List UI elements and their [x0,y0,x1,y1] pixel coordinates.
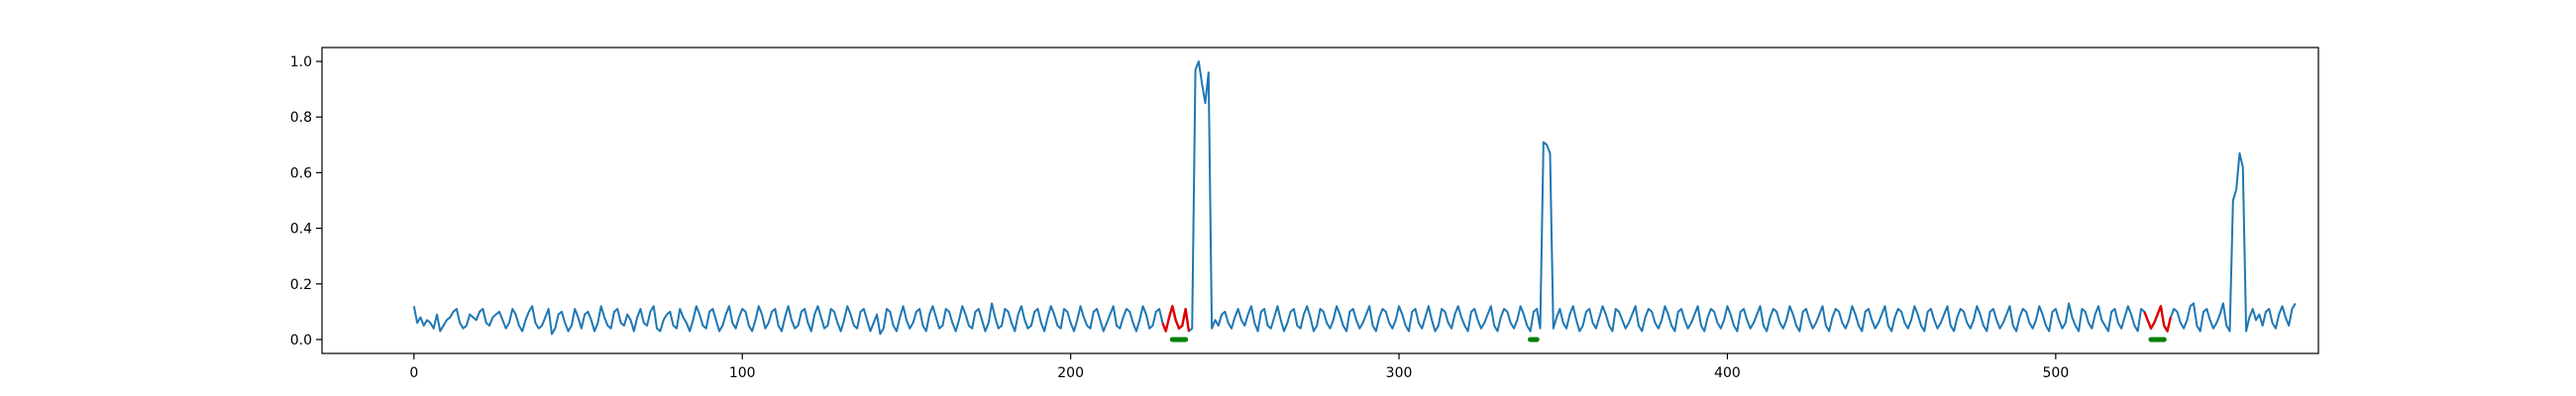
anomaly-segment-1 [1161,305,1191,333]
y-tick-label: 0.8 [290,110,312,126]
axes-frame [321,47,2319,354]
y-tick-label: 1.0 [290,54,312,70]
y-tick-label: 0.0 [290,333,312,348]
x-tick-label: 500 [2043,365,2070,381]
y-tick-label: 0.4 [290,222,312,238]
anomaly-segment-2 [2143,305,2173,333]
signal-line [412,60,2297,336]
x-tick-label: 100 [729,365,756,381]
y-tick-label: 0.6 [290,165,312,181]
x-tick-label: 300 [1386,365,1413,381]
x-tick-label: 0 [409,365,418,381]
axes: 0 100 200 300 400 500 0.0 0.2 0.4 0.6 0.8 1.0 [290,47,2319,381]
x-tick-label: 200 [1057,365,1084,381]
plot-area [412,60,2297,343]
x-tick-label: 400 [1714,365,1741,381]
y-tick-label: 0.2 [290,277,312,293]
